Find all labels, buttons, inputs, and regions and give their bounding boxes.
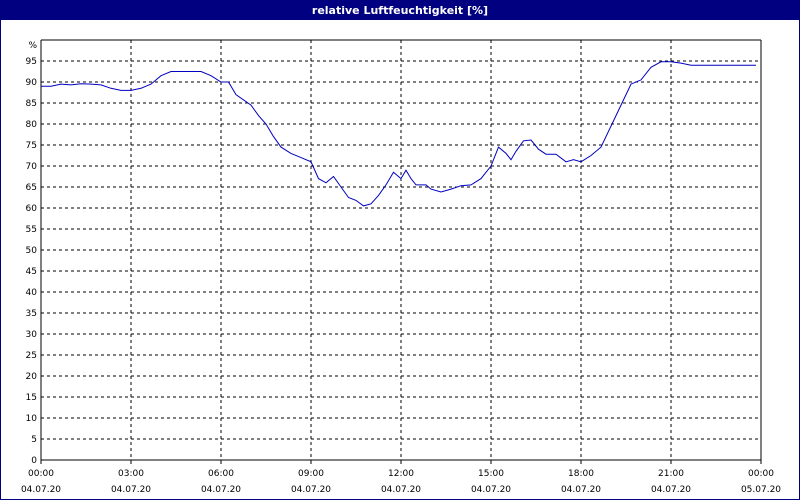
- y-tick-label: 10: [26, 414, 38, 424]
- x-tick-time: 03:00: [118, 469, 144, 479]
- humidity-series-line: [41, 61, 756, 207]
- y-tick-label: 15: [26, 393, 37, 403]
- y-tick-label: 20: [26, 372, 38, 382]
- y-tick-label: 90: [26, 78, 38, 88]
- x-tick-time: 06:00: [208, 469, 234, 479]
- x-tick-date: 04.07.20: [111, 485, 151, 495]
- y-tick-label: 45: [26, 267, 37, 277]
- y-tick-label: 55: [26, 225, 37, 235]
- x-tick-date: 05.07.20: [741, 485, 781, 495]
- chart-title: relative Luftfeuchtigkeit [%]: [1, 1, 799, 20]
- x-tick-date: 04.07.20: [201, 485, 241, 495]
- y-tick-label: 30: [26, 330, 38, 340]
- y-tick-label: 80: [26, 120, 38, 130]
- x-tick-time: 15:00: [478, 469, 504, 479]
- x-tick-time: 00:00: [28, 469, 54, 479]
- y-tick-label: 85: [26, 99, 37, 109]
- x-tick-time: 21:00: [658, 469, 684, 479]
- y-tick-label: 5: [31, 435, 37, 445]
- y-tick-label: 60: [26, 204, 38, 214]
- x-tick-time: 12:00: [388, 469, 414, 479]
- x-tick-time: 00:00: [748, 469, 774, 479]
- y-tick-label: 65: [26, 183, 37, 193]
- y-tick-label: 50: [26, 246, 38, 256]
- x-tick-date: 04.07.20: [471, 485, 511, 495]
- x-tick-date: 04.07.20: [381, 485, 421, 495]
- y-tick-label: 75: [26, 141, 37, 151]
- y-tick-label: 0: [31, 456, 37, 466]
- x-tick-time: 09:00: [298, 469, 324, 479]
- y-tick-label: 25: [26, 351, 37, 361]
- y-tick-label: 70: [26, 162, 38, 172]
- humidity-chart: 0 5 10 15 20 25 30 35 40 45 50 55 60 65 70 75 80 85 90 95% 0…: [21, 39, 781, 495]
- x-tick-date: 04.07.20: [291, 485, 331, 495]
- y-unit-label: %: [28, 41, 37, 51]
- y-tick-label: 95: [26, 57, 37, 67]
- x-tick-date: 04.07.20: [21, 485, 61, 495]
- x-tick-date: 04.07.20: [561, 485, 601, 495]
- y-tick-label: 40: [26, 288, 38, 298]
- x-tick-date: 04.07.20: [651, 485, 691, 495]
- y-tick-label: 35: [26, 309, 37, 319]
- x-tick-time: 18:00: [568, 469, 594, 479]
